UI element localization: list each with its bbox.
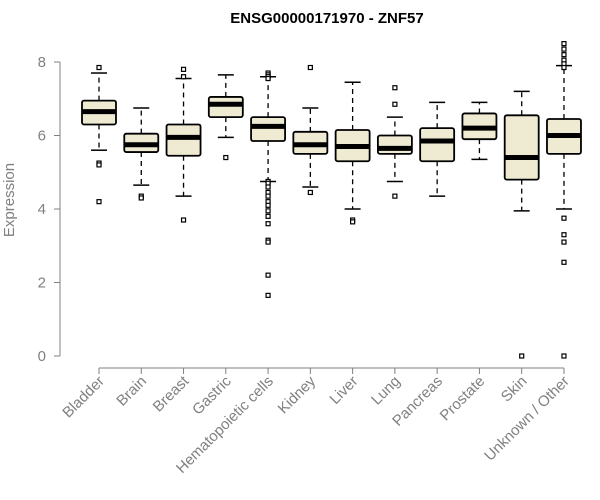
outlier-point <box>392 193 398 199</box>
outlier-point <box>561 52 567 58</box>
outlier-point <box>561 239 567 245</box>
outlier-point <box>561 41 567 47</box>
outlier-point <box>265 193 271 199</box>
outlier-point <box>180 217 187 223</box>
outlier-point <box>307 189 313 196</box>
box-lung <box>376 85 413 199</box>
x-tick-label: Bladder <box>59 373 108 422</box>
iqr-box <box>165 123 202 157</box>
outlier-point <box>519 353 525 359</box>
box-liver <box>334 81 371 225</box>
box-brain <box>123 107 160 201</box>
outlier-point <box>265 292 271 298</box>
outlier-point <box>265 208 271 214</box>
x-tick-label: Liver <box>326 373 361 408</box>
x-tick-label: Prostate <box>437 373 489 425</box>
y-axis: 0 2 4 6 8 <box>38 54 61 365</box>
y-axis-label: Expression <box>1 163 18 237</box>
outlier-point <box>96 162 102 168</box>
outlier-point <box>265 184 271 190</box>
x-tick-label: Lung <box>368 373 404 409</box>
outlier-point <box>223 154 229 161</box>
box-breast <box>165 66 202 223</box>
outlier-point <box>561 215 567 221</box>
outlier-point <box>265 213 271 219</box>
outlier-point <box>96 199 102 205</box>
y-tick-label: 6 <box>38 128 46 145</box>
outlier-point <box>307 64 313 71</box>
iqr-box <box>419 127 456 163</box>
outlier-point <box>392 85 398 91</box>
chart-title: ENSG00000171970 - ZNF57 <box>230 10 423 27</box>
outlier-point <box>265 239 271 245</box>
boxes-group <box>81 41 582 359</box>
outlier-point <box>350 219 356 225</box>
box-prostate <box>461 101 498 161</box>
y-tick-label: 0 <box>38 348 46 365</box>
iqr-box <box>376 134 413 155</box>
outlier-point <box>180 74 187 80</box>
y-tick-label: 4 <box>38 201 46 218</box>
box-skin <box>503 90 540 359</box>
outlier-point <box>265 272 271 278</box>
iqr-box <box>503 114 540 181</box>
outlier-point <box>265 221 271 227</box>
outlier-point <box>180 66 187 72</box>
box-kidney <box>292 64 329 196</box>
box-hematopoietic-cells <box>250 70 286 298</box>
x-tick-label: Brain <box>113 373 150 410</box>
box-gastric <box>207 74 244 161</box>
outlier-point <box>561 353 567 359</box>
x-tick-label: Skin <box>498 373 531 406</box>
y-tick-label: 2 <box>38 275 46 292</box>
outlier-point <box>96 64 102 71</box>
outlier-point <box>561 64 567 71</box>
box-bladder <box>81 64 117 205</box>
iqr-box <box>250 116 286 142</box>
outlier-point <box>392 101 398 107</box>
outlier-point <box>561 232 567 238</box>
outlier-point <box>561 259 567 265</box>
outlier-point <box>561 46 567 52</box>
x-tick-label: Breast <box>150 372 193 415</box>
y-tick-label: 8 <box>38 54 46 71</box>
box-unknown-other <box>546 41 582 359</box>
box-pancreas <box>419 101 456 197</box>
outlier-point <box>138 195 144 201</box>
outlier-point <box>265 202 271 208</box>
x-tick-label: Kidney <box>275 372 320 417</box>
outlier-point <box>265 75 271 82</box>
iqr-box <box>207 96 244 119</box>
